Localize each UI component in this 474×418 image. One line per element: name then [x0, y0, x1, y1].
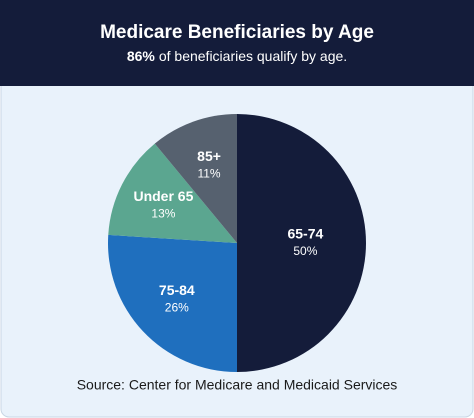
pie-slice	[237, 114, 366, 372]
pie-slice	[108, 234, 237, 372]
pie-slice	[154, 114, 237, 243]
slice-value-label: 50%	[293, 244, 317, 258]
slice-label: Under 65	[133, 188, 193, 204]
header	[0, 0, 474, 86]
subtitle-text: of beneficiaries qualify by age.	[159, 48, 347, 64]
slice-label: 75-84	[159, 282, 195, 298]
slice-label: 85+	[197, 148, 221, 164]
slice-value-label: 26%	[165, 301, 189, 315]
chart-title: Medicare Beneficiaries by Age	[100, 22, 374, 43]
slice-value-label: 13%	[151, 207, 175, 221]
pie-slice	[108, 143, 238, 243]
chart-subtitle: 86% of beneficiaries qualify by age.	[127, 48, 347, 64]
slice-label: 65-74	[287, 226, 323, 242]
subtitle-emphasis: 86%	[127, 48, 156, 64]
source-note: Source: Center for Medicare and Medicaid…	[77, 377, 398, 393]
slice-value-label: 11%	[197, 166, 220, 180]
